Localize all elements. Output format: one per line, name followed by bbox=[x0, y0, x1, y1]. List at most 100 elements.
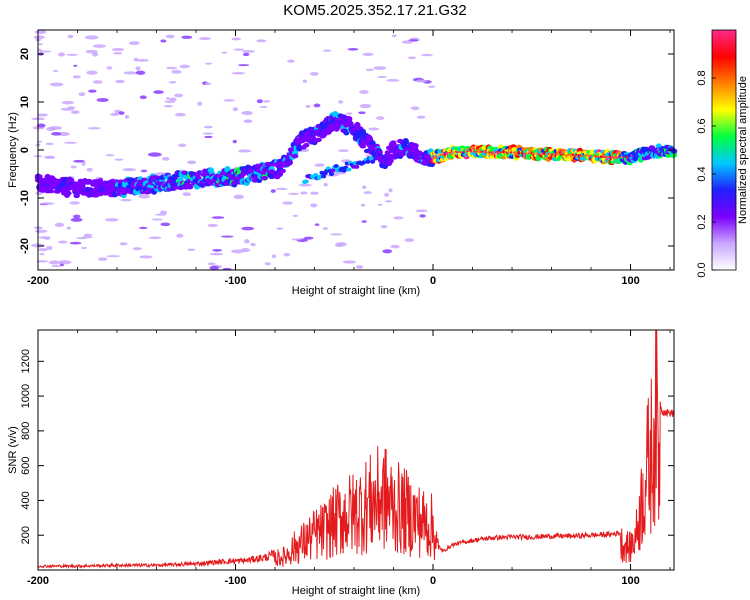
spectral-cell bbox=[366, 136, 374, 142]
noise-blob bbox=[338, 100, 344, 104]
noise-blob bbox=[363, 191, 372, 195]
noise-blob bbox=[96, 98, 109, 102]
spectrogram-x-tick-label: 100 bbox=[621, 275, 639, 287]
snr-x-tick-label: -200 bbox=[27, 575, 49, 587]
noise-blob bbox=[237, 64, 250, 67]
noise-blob bbox=[276, 227, 284, 230]
noise-blob bbox=[221, 51, 228, 54]
noise-blob bbox=[179, 64, 190, 69]
noise-blob bbox=[359, 90, 369, 94]
noise-blob bbox=[38, 236, 51, 239]
noise-blob bbox=[58, 52, 66, 57]
noise-blob bbox=[384, 200, 392, 203]
noise-blob bbox=[207, 223, 218, 228]
colorbar-tick-label: 0.6 bbox=[696, 118, 708, 133]
noise-blob bbox=[63, 141, 78, 144]
snr-y-tick-label: 800 bbox=[20, 422, 32, 440]
noise-blob bbox=[360, 203, 366, 207]
noise-blob bbox=[106, 66, 113, 70]
spectral-cell bbox=[47, 188, 54, 194]
noise-blob bbox=[420, 53, 434, 57]
noise-blob bbox=[69, 201, 80, 205]
noise-blob bbox=[133, 57, 139, 62]
spectral-cell bbox=[279, 168, 286, 174]
noise-blob bbox=[231, 37, 242, 41]
noise-blob bbox=[98, 257, 108, 261]
spectrogram-y-tick-label: -20 bbox=[19, 238, 31, 254]
noise-blob bbox=[120, 198, 132, 202]
noise-blob bbox=[256, 39, 267, 43]
noise-blob bbox=[419, 214, 426, 218]
noise-blob bbox=[73, 159, 86, 163]
noise-blob bbox=[388, 188, 393, 193]
noise-blob bbox=[332, 171, 346, 175]
noise-blob bbox=[401, 40, 414, 44]
noise-blob bbox=[105, 218, 119, 222]
noise-blob bbox=[337, 149, 349, 152]
noise-blob bbox=[373, 66, 387, 70]
noise-blob bbox=[136, 59, 149, 62]
noise-blob bbox=[48, 260, 61, 265]
spectral-cell bbox=[359, 144, 367, 149]
noise-blob bbox=[48, 126, 63, 130]
spectral-cell bbox=[368, 156, 374, 161]
noise-blob bbox=[223, 99, 235, 102]
noise-blob bbox=[87, 127, 101, 130]
noise-blob bbox=[298, 183, 312, 187]
snr-y-tick-label: 1200 bbox=[20, 349, 32, 373]
noise-blob bbox=[283, 253, 291, 257]
noise-blob bbox=[384, 192, 390, 197]
noise-blob bbox=[165, 66, 178, 70]
snr-x-tick-label: -100 bbox=[224, 575, 246, 587]
snr-marks bbox=[37, 329, 675, 570]
spectrogram-marks bbox=[31, 30, 678, 271]
noise-blob bbox=[204, 62, 213, 65]
noise-blob bbox=[241, 50, 256, 53]
noise-blob bbox=[362, 185, 367, 189]
noise-blob bbox=[84, 35, 99, 40]
spectral-cell bbox=[286, 160, 293, 166]
snr-x-axis-label: Height of straight line (km) bbox=[292, 585, 420, 597]
noise-blob bbox=[231, 249, 245, 254]
colorbar-tick-label: 0.2 bbox=[696, 214, 708, 229]
noise-blob bbox=[135, 70, 146, 75]
noise-blob bbox=[209, 252, 224, 256]
noise-blob bbox=[54, 222, 65, 227]
noise-blob bbox=[70, 165, 77, 169]
noise-blob bbox=[342, 260, 356, 264]
noise-blob bbox=[166, 97, 171, 100]
noise-blob bbox=[365, 68, 374, 72]
noise-blob bbox=[187, 160, 197, 165]
noise-blob bbox=[115, 79, 125, 84]
noise-blob bbox=[244, 239, 250, 244]
spectral-cell bbox=[303, 143, 310, 148]
spectral-cell bbox=[387, 158, 394, 164]
noise-blob bbox=[212, 249, 223, 252]
noise-blob bbox=[415, 79, 428, 83]
noise-blob bbox=[211, 216, 225, 219]
noise-blob bbox=[386, 79, 400, 82]
noise-blob bbox=[358, 111, 366, 115]
snr-panel: -200 -100 0 100 200 400 600 800 1000 1200 Height… bbox=[7, 329, 675, 597]
noise-blob bbox=[111, 48, 125, 52]
noise-blob bbox=[198, 37, 212, 41]
noise-blob bbox=[105, 154, 115, 157]
noise-blob bbox=[377, 203, 383, 206]
snr-x-tick-label: 100 bbox=[621, 575, 639, 587]
noise-blob bbox=[232, 107, 239, 112]
snr-y-tick-label: 400 bbox=[20, 491, 32, 509]
spectral-cell bbox=[328, 171, 335, 176]
noise-blob bbox=[404, 238, 415, 243]
colorbar-tick-label: 0.8 bbox=[696, 70, 708, 85]
noise-blob bbox=[86, 70, 98, 75]
noise-blob bbox=[302, 79, 308, 83]
spectral-cell bbox=[65, 191, 72, 196]
noise-blob bbox=[169, 97, 177, 102]
colorbar: 0.0 0.2 0.4 0.6 0.8 Normalized spectral ampl… bbox=[696, 29, 749, 278]
spectral-cell bbox=[85, 178, 93, 184]
noise-blob bbox=[182, 192, 192, 197]
noise-blob bbox=[92, 44, 107, 48]
noise-blob bbox=[323, 183, 328, 187]
noise-blob bbox=[314, 223, 320, 226]
